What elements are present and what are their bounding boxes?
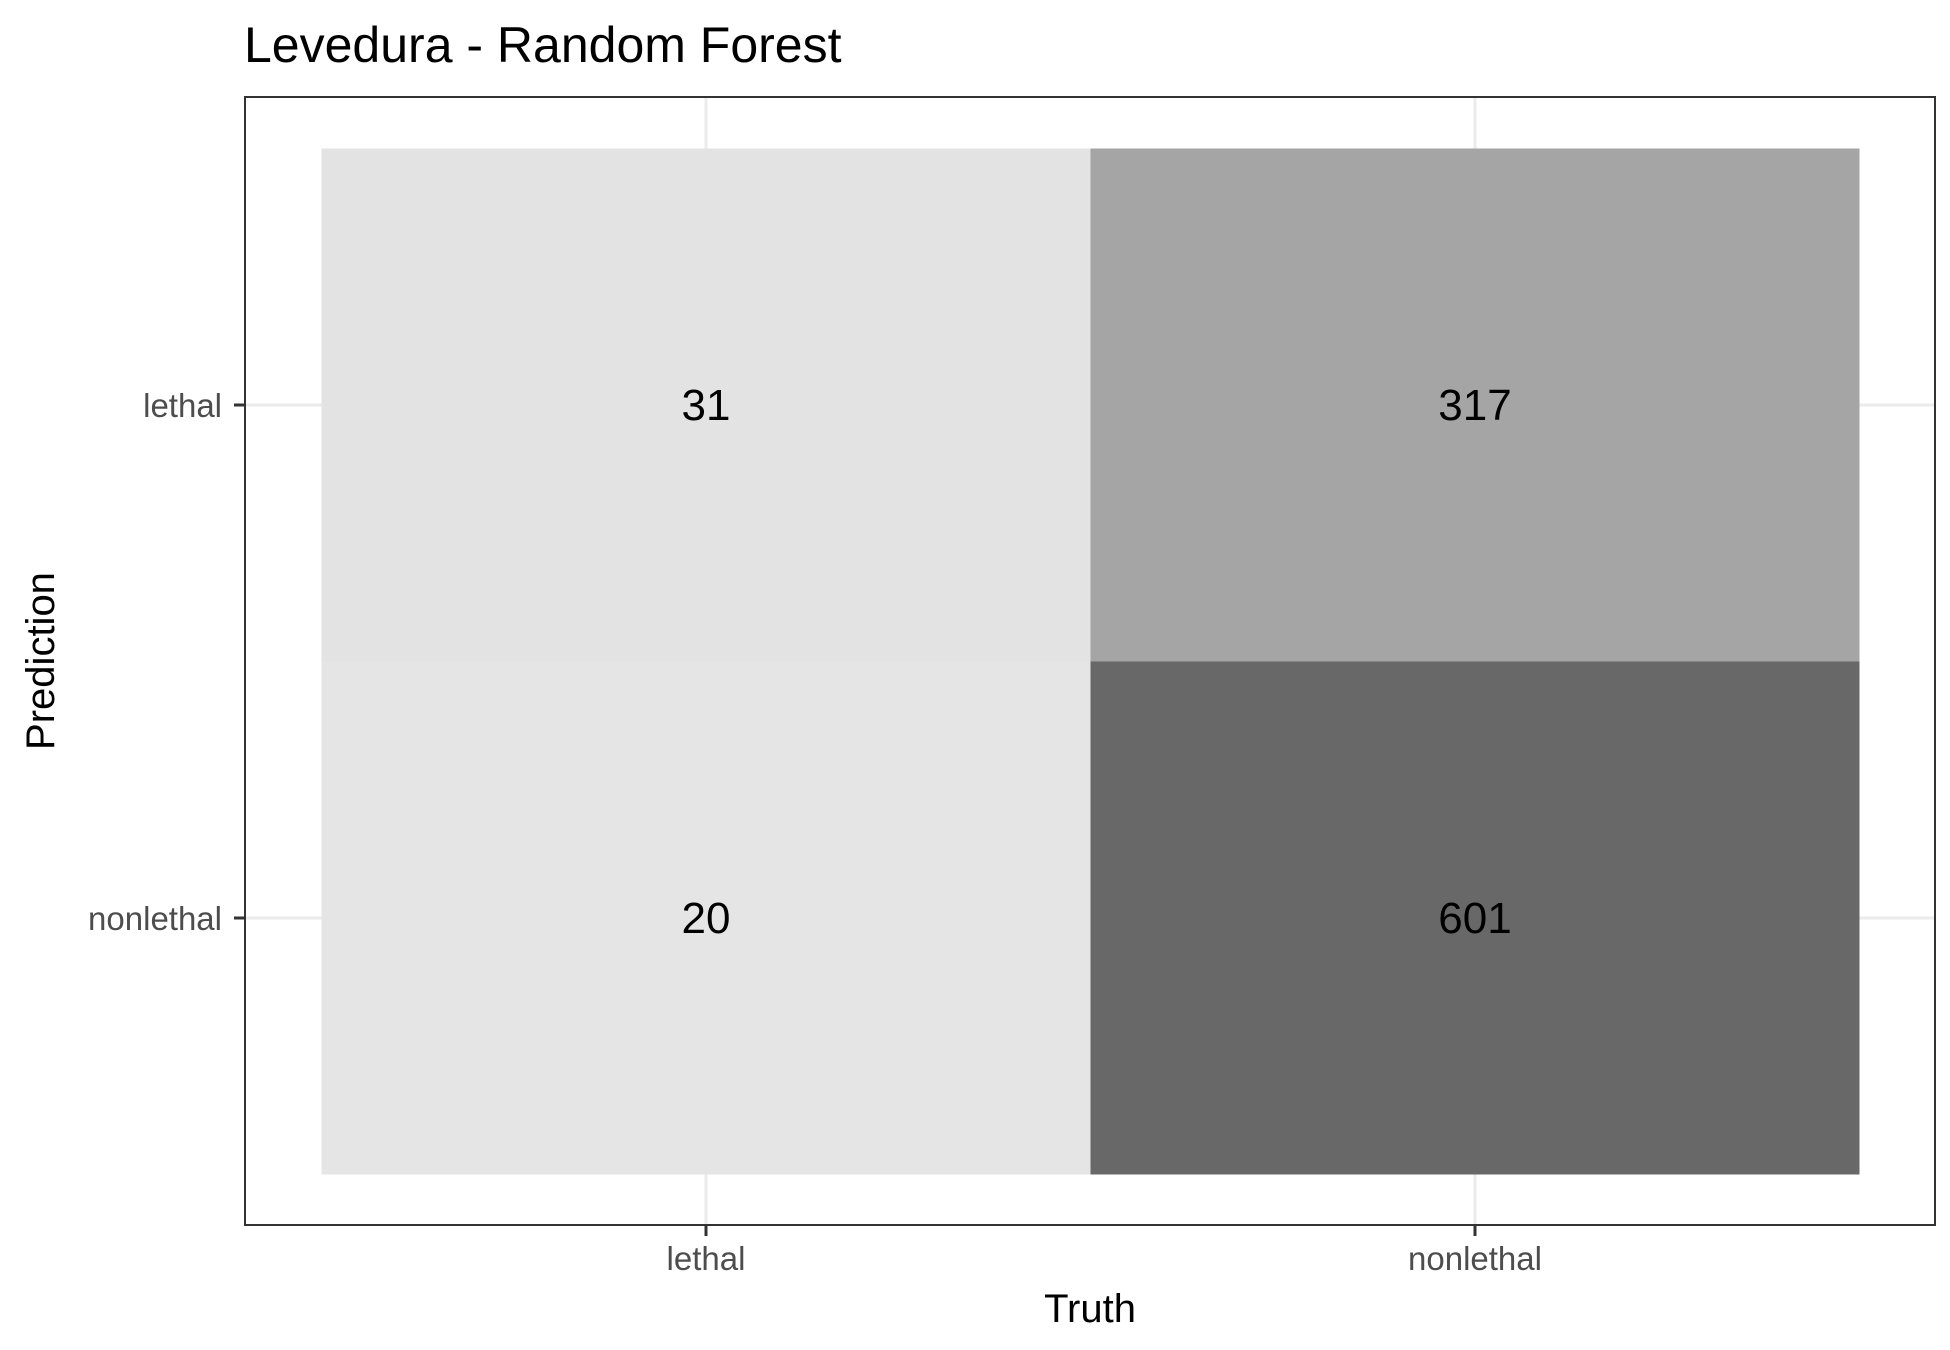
cell-truth-lethal-pred-nonlethal [321,661,1091,1175]
cell-value-truth-nonlethal-pred-nonlethal: 601 [1438,894,1511,943]
cell-value-truth-lethal-pred-nonlethal: 20 [682,894,731,943]
panel-border [244,96,1936,1226]
cell-value-truth-nonlethal-pred-lethal: 317 [1438,381,1511,430]
chart-title: Levedura - Random Forest [244,17,842,73]
x-axis-title: Truth [1044,1287,1136,1331]
cell-value-labels: 31 317 20 601 [682,381,1512,943]
heatmap-cells [321,148,1860,1175]
cell-truth-lethal-pred-lethal [321,148,1091,662]
y-axis-title: Prediction [19,572,63,750]
cell-truth-nonlethal-pred-lethal [1090,148,1860,662]
x-tick-label-lethal: lethal [667,1240,746,1277]
cell-value-truth-lethal-pred-lethal: 31 [682,381,731,430]
x-axis: lethal nonlethal [667,1225,1542,1277]
y-tick-label-lethal: lethal [143,387,222,424]
cell-truth-nonlethal-pred-nonlethal [1090,661,1860,1175]
x-tick-label-nonlethal: nonlethal [1408,1240,1542,1277]
y-tick-label-nonlethal: nonlethal [88,900,222,937]
y-axis: lethal nonlethal [88,387,245,937]
